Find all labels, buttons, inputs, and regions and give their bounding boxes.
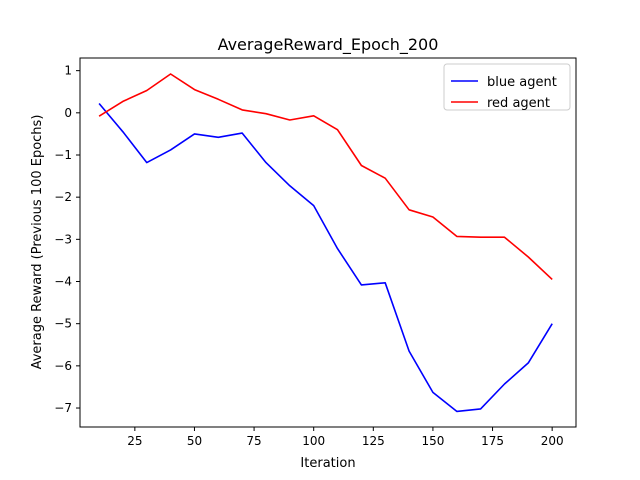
y-tick-label: −3 [54,232,72,246]
x-tick-label: 125 [362,434,385,448]
y-tick-label: 1 [64,64,72,78]
y-tick-label: −6 [54,359,72,373]
series-line-red-agent [98,73,553,280]
legend-label-red-agent: red agent [487,96,550,111]
plot-area [80,58,576,427]
x-tick-label: 200 [541,434,564,448]
series-layer [98,73,553,413]
y-tick-label: −4 [54,275,72,289]
x-axis-label: Iteration [300,456,355,471]
series-line-blue-agent [98,102,553,413]
x-tick-label: 175 [481,434,504,448]
x-tick-label: 100 [302,434,325,448]
chart-title: AverageReward_Epoch_200 [218,35,439,55]
x-axis: 25 50 75 100 125 150 175 200 [127,427,564,448]
legend: blue agent red agent [443,63,571,111]
y-tick-label: −2 [54,190,72,204]
legend-box [443,63,571,111]
x-tick-label: 25 [127,434,142,448]
y-tick-label: −7 [54,401,72,415]
y-tick-label: 0 [64,106,72,120]
x-tick-label: 150 [421,434,444,448]
x-tick-label: 75 [246,434,261,448]
y-axis: 1 0 −1 −2 −3 −4 −5 −6 −7 [54,64,80,415]
y-tick-label: −1 [54,148,72,162]
plot-frame [79,57,577,428]
y-axis-label: Average Reward (Previous 100 Epochs) [30,115,45,370]
y-tick-label: −5 [54,317,72,331]
legend-label-blue-agent: blue agent [487,75,557,90]
x-tick-label: 50 [187,434,202,448]
